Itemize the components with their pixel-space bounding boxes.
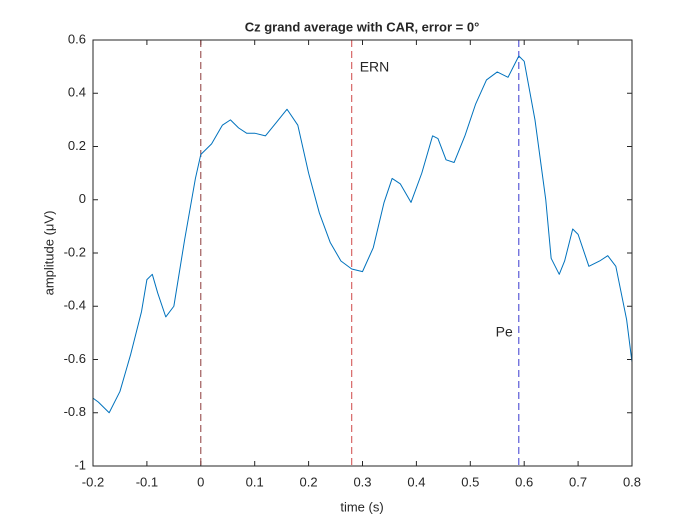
y-tick-label: 0.6 <box>68 31 86 46</box>
annotation: ERN <box>360 59 390 75</box>
y-tick-label: -0.2 <box>64 244 86 259</box>
y-tick-label: -0.8 <box>64 404 86 419</box>
x-tick-label: 0 <box>197 474 204 489</box>
y-axis-label: amplitude (μV) <box>41 211 56 296</box>
chart-title: Cz grand average with CAR, error = 0° <box>245 19 480 34</box>
x-tick-label: 0.2 <box>300 474 318 489</box>
x-tick-label: -0.2 <box>82 474 104 489</box>
x-tick-label: -0.1 <box>136 474 158 489</box>
x-tick-label: 0.4 <box>407 474 425 489</box>
y-tick-label: -0.4 <box>64 298 86 313</box>
y-tick-label: 0.4 <box>68 85 86 100</box>
y-tick-label: -1 <box>74 457 86 472</box>
axes-box <box>92 39 633 467</box>
y-tick-label: 0 <box>79 191 86 206</box>
annotation: Pe <box>496 324 513 340</box>
x-tick-label: 0.1 <box>246 474 264 489</box>
x-tick-label: 0.8 <box>623 474 641 489</box>
y-tick-label: 0.2 <box>68 138 86 153</box>
x-tick-label: 0.7 <box>569 474 587 489</box>
x-tick-label: 0.6 <box>515 474 533 489</box>
y-tick-label: -0.6 <box>64 351 86 366</box>
data-line <box>92 55 633 414</box>
x-axis-label: time (s) <box>340 499 383 514</box>
x-tick-label: 0.5 <box>461 474 479 489</box>
x-tick-label: 0.3 <box>353 474 371 489</box>
